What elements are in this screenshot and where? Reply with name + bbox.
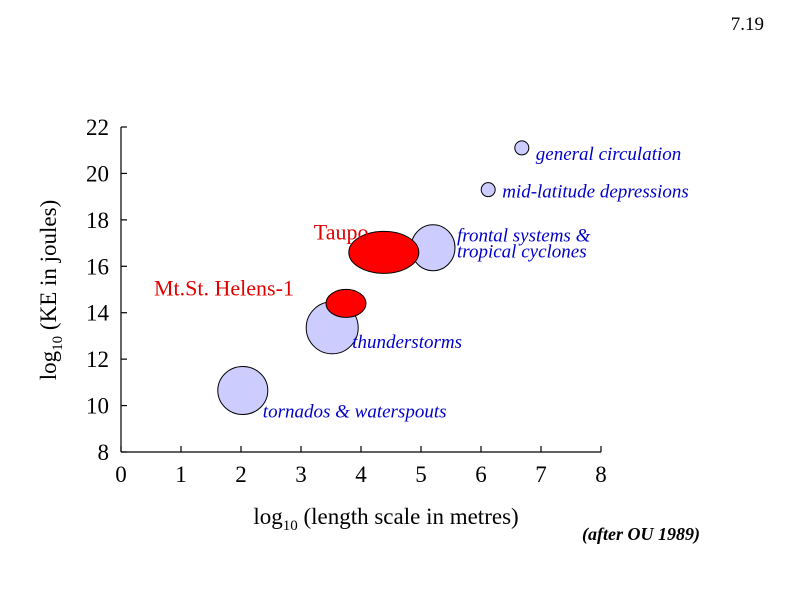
point-label: frontal systems & — [457, 226, 591, 247]
y-tick-label: 12 — [86, 347, 109, 372]
x-tick-label: 0 — [115, 462, 127, 487]
y-axis-title: log10 (KE in joules) — [36, 200, 66, 380]
chart-marks — [217, 140, 530, 415]
chart-labels: general circulation mid-latitude depressi… — [154, 144, 689, 423]
y-tick-label: 8 — [98, 440, 110, 465]
point-label: general circulation — [536, 144, 681, 165]
x-tick-label: 7 — [535, 462, 547, 487]
source-note: (after OU 1989) — [582, 524, 700, 544]
phenomenon-marker — [514, 140, 530, 156]
y-tick-label: 20 — [86, 161, 109, 186]
x-tick-label: 1 — [175, 462, 187, 487]
phenomenon-marker — [217, 365, 269, 415]
y-tick-label: 14 — [86, 301, 110, 326]
x-tick-label: 8 — [595, 462, 607, 487]
y-tick-label: 10 — [86, 394, 109, 419]
x-tick-label: 3 — [295, 462, 307, 487]
point-label: Mt.St. Helens-1 — [154, 275, 294, 300]
y-tick-label: 16 — [86, 254, 109, 279]
x-tick-label: 5 — [415, 462, 427, 487]
point-label: mid-latitude depressions — [502, 182, 689, 203]
x-tick-label: 6 — [475, 462, 487, 487]
x-axis-title: log10 (length scale in metres) — [253, 504, 518, 534]
x-tick-label: 2 — [235, 462, 247, 487]
figure-number: 7.19 — [730, 14, 764, 35]
phenomenon-marker — [480, 182, 496, 198]
point-label-line2: tropical cyclones — [457, 242, 587, 263]
y-tick-label: 18 — [86, 208, 109, 233]
volcano-marker — [348, 230, 420, 274]
x-tick-label: 4 — [355, 462, 367, 487]
volcano-marker — [325, 288, 367, 318]
point-label: thunderstorms — [352, 332, 462, 353]
y-tick-label: 22 — [86, 115, 109, 140]
point-label: tornados & waterspouts — [263, 401, 447, 422]
point-label: Taupo — [314, 219, 369, 244]
